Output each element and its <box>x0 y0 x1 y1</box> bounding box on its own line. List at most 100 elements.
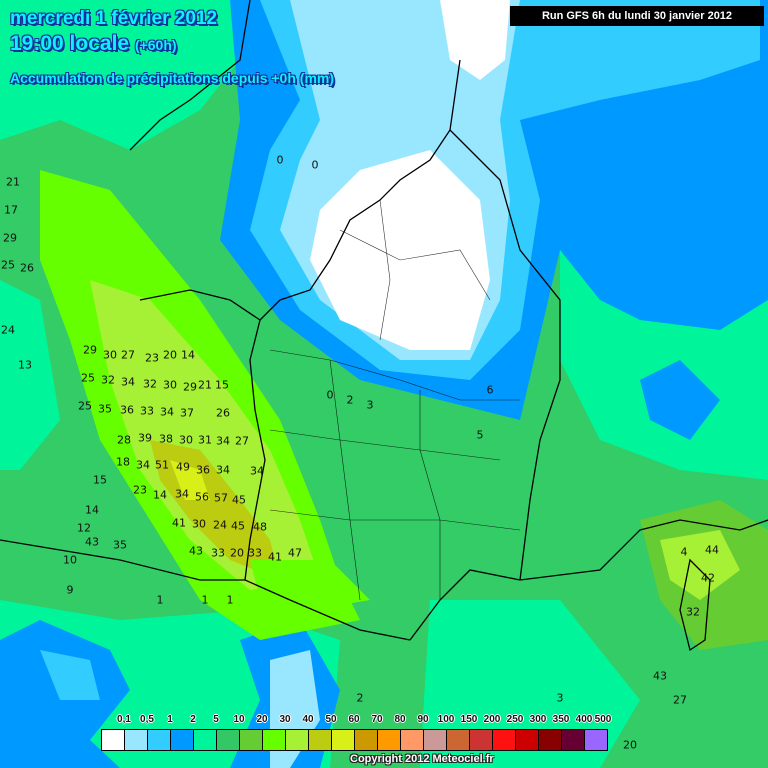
legend-swatch <box>424 730 447 750</box>
legend-label: 0,1 <box>117 714 131 725</box>
precip-value: 36 <box>196 463 210 477</box>
legend-swatch <box>378 730 401 750</box>
legend-label: 0,5 <box>140 714 154 725</box>
precip-value: 3 <box>366 398 374 412</box>
precip-value: 24 <box>1 323 15 337</box>
legend-label: 40 <box>302 714 314 725</box>
run-label: Run GFS 6h du lundi 30 janvier 2012 <box>510 6 764 26</box>
precip-value: 10 <box>63 553 77 567</box>
precip-value: 33 <box>140 404 154 418</box>
legend-label: 200 <box>483 714 501 725</box>
precip-value: 43 <box>189 544 203 558</box>
legend-label: 400 <box>575 714 593 725</box>
legend-swatch <box>516 730 539 750</box>
legend-swatch <box>217 730 240 750</box>
forecast-date: mercredi 1 février 2012 <box>10 8 218 29</box>
precip-value: 48 <box>253 520 267 534</box>
legend-label: 500 <box>594 714 612 725</box>
precip-value: 1 <box>201 593 209 607</box>
legend-label: 20 <box>256 714 268 725</box>
zone-1mm <box>640 360 720 440</box>
precip-value: 31 <box>198 433 212 447</box>
legend-label: 5 <box>213 714 219 725</box>
precip-value: 24 <box>213 518 227 532</box>
legend-label: 2 <box>190 714 196 725</box>
precip-value: 41 <box>268 550 282 564</box>
precip-value: 15 <box>215 378 229 392</box>
legend-swatch <box>355 730 378 750</box>
legend-label: 1 <box>167 714 173 725</box>
precip-value: 39 <box>138 431 152 445</box>
precip-value: 0 <box>276 153 284 167</box>
zone-0.1mm <box>310 150 490 350</box>
legend-swatch <box>493 730 516 750</box>
precip-value: 26 <box>20 261 34 275</box>
legend-swatch <box>401 730 424 750</box>
precip-value: 14 <box>85 503 99 517</box>
legend-swatch <box>102 730 125 750</box>
legend-swatch <box>286 730 309 750</box>
legend-swatch <box>332 730 355 750</box>
legend-label: 30 <box>279 714 291 725</box>
precip-value: 34 <box>175 487 189 501</box>
legend-swatch <box>263 730 286 750</box>
precip-value: 34 <box>216 434 230 448</box>
lead-time: (+60h) <box>134 37 177 53</box>
legend-swatch <box>148 730 171 750</box>
precip-value: 21 <box>6 175 20 189</box>
precip-value: 6 <box>486 383 494 397</box>
legend-label: 60 <box>348 714 360 725</box>
precip-value: 25 <box>78 399 92 413</box>
precip-value: 4 <box>680 545 688 559</box>
precip-value: 15 <box>93 473 107 487</box>
precip-value: 20 <box>163 348 177 362</box>
legend-swatch <box>171 730 194 750</box>
legend-swatch <box>194 730 217 750</box>
precip-value: 34 <box>250 464 264 478</box>
precip-value: 49 <box>176 460 190 474</box>
precip-value: 33 <box>211 546 225 560</box>
legend-swatch <box>240 730 263 750</box>
precip-value: 34 <box>216 463 230 477</box>
precip-value: 30 <box>192 517 206 531</box>
precip-value: 33 <box>248 546 262 560</box>
precip-value: 29 <box>3 231 17 245</box>
precip-value: 47 <box>288 546 302 560</box>
coastlines <box>0 0 768 652</box>
precip-value: 20 <box>230 546 244 560</box>
precip-value: 56 <box>195 490 209 504</box>
zone-1mm <box>40 650 100 700</box>
precip-value: 1 <box>156 593 164 607</box>
zone-5mm <box>0 280 60 470</box>
legend-label: 250 <box>506 714 524 725</box>
precip-value: 27 <box>121 348 135 362</box>
forecast-time: 19:00 locale (+60h) <box>10 32 177 56</box>
legend-label: 80 <box>394 714 406 725</box>
zone-0.1mm <box>440 0 510 80</box>
precip-value: 34 <box>136 458 150 472</box>
precip-value: 51 <box>155 458 169 472</box>
precip-value: 27 <box>235 434 249 448</box>
precip-value: 34 <box>121 375 135 389</box>
legend-swatch <box>447 730 470 750</box>
legend-swatch <box>539 730 562 750</box>
precip-value: 41 <box>172 516 186 530</box>
legend-label: 100 <box>437 714 455 725</box>
local-time: 19:00 locale <box>10 32 130 55</box>
precip-value: 32 <box>143 377 157 391</box>
zone-5mm <box>420 600 640 768</box>
precip-value: 29 <box>183 380 197 394</box>
precip-value: 1 <box>226 593 234 607</box>
precip-value: 30 <box>179 433 193 447</box>
precip-value: 18 <box>116 455 130 469</box>
precip-value: 36 <box>120 403 134 417</box>
legend-swatch <box>309 730 332 750</box>
legend-labels: 0,1 0,5 1 2 5 10 20 30 40 50 60 70 80 90 100 150 200 250 3… <box>101 714 653 728</box>
precip-value: 45 <box>231 519 245 533</box>
zone-50mm <box>170 460 210 500</box>
precip-value: 27 <box>673 693 687 707</box>
precip-value: 21 <box>198 378 212 392</box>
precip-value: 43 <box>85 535 99 549</box>
legend-label: 150 <box>460 714 478 725</box>
zone-20mm <box>250 560 370 610</box>
